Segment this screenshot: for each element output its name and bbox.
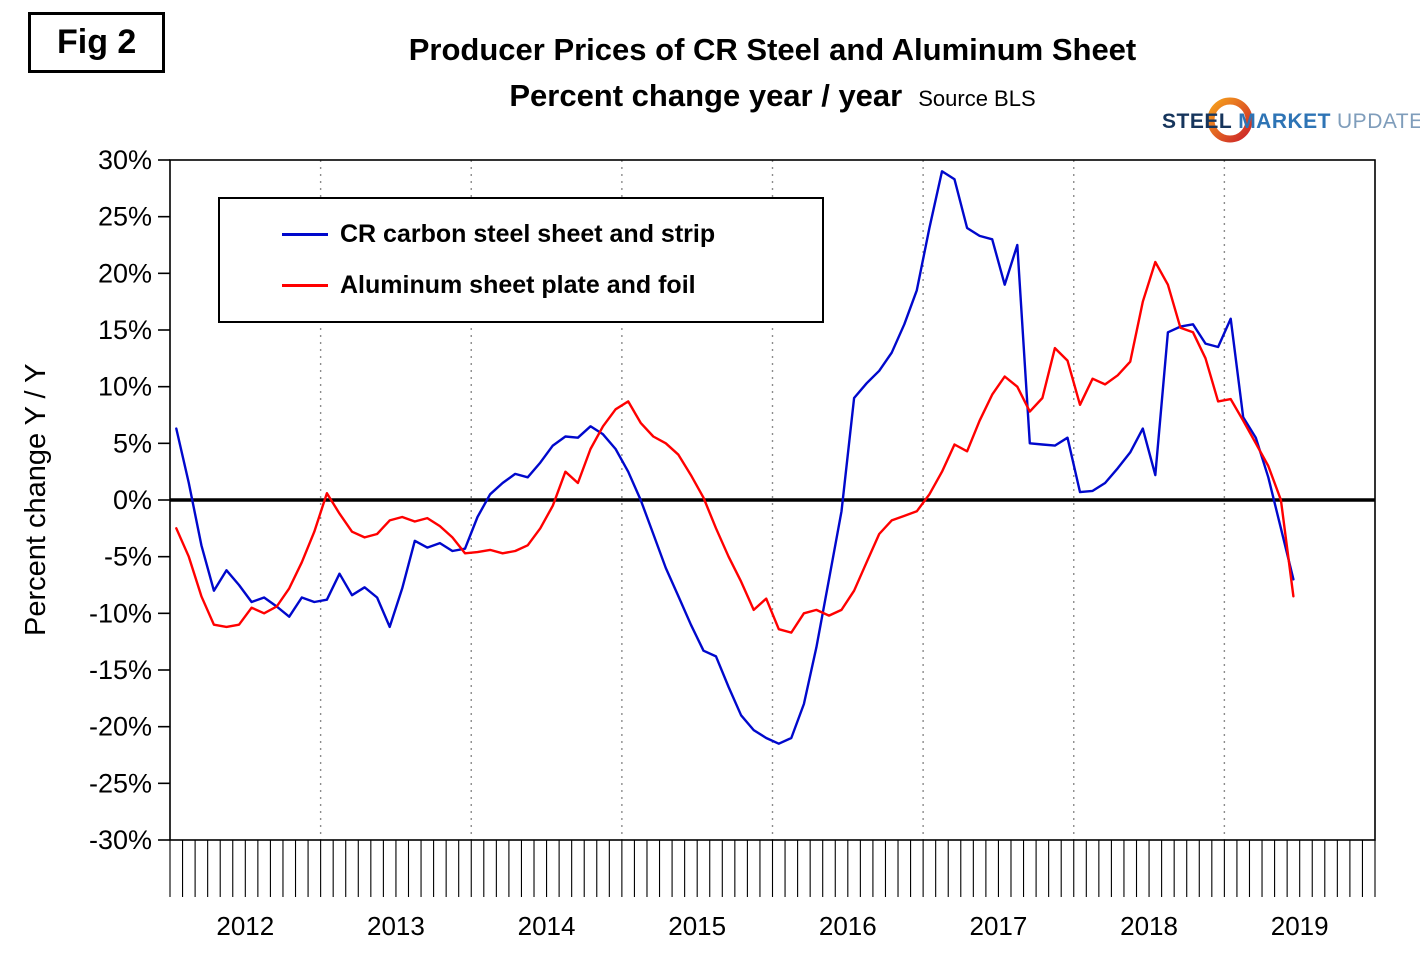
y-axis-title: Percent change Y / Y: [20, 363, 52, 637]
svg-text:-30%: -30%: [89, 825, 152, 855]
svg-text:2019: 2019: [1271, 911, 1329, 941]
steel-market-update-logo: STEEL MARKET UPDATE: [1162, 92, 1420, 150]
logo-text: STEEL MARKET UPDATE: [1162, 110, 1420, 134]
svg-text:2013: 2013: [367, 911, 425, 941]
svg-text:2012: 2012: [216, 911, 274, 941]
legend-swatch: [282, 233, 328, 237]
svg-text:10%: 10%: [98, 372, 152, 402]
figure-label: Fig 2: [28, 12, 166, 73]
legend-label: Aluminum sheet plate and foil: [340, 270, 696, 299]
svg-text:0%: 0%: [113, 485, 152, 515]
svg-text:2014: 2014: [518, 911, 576, 941]
svg-text:25%: 25%: [98, 202, 152, 232]
logo-word-steel: STEEL: [1162, 110, 1233, 133]
svg-text:2017: 2017: [970, 911, 1028, 941]
source-label: Source BLS: [918, 86, 1036, 111]
svg-text:30%: 30%: [98, 145, 152, 175]
legend-item-aluminum: Aluminum sheet plate and foil: [282, 271, 822, 300]
svg-text:-15%: -15%: [89, 655, 152, 685]
legend-swatch: [282, 283, 328, 287]
legend-label: CR carbon steel sheet and strip: [340, 220, 716, 249]
svg-text:2016: 2016: [819, 911, 877, 941]
chart-title: Producer Prices of CR Steel and Aluminum…: [408, 32, 1137, 67]
svg-text:-20%: -20%: [89, 712, 152, 742]
chart-subtitle: Percent change year / year: [509, 78, 903, 113]
svg-text:-10%: -10%: [89, 598, 152, 628]
legend-item-steel: CR carbon steel sheet and strip: [282, 220, 822, 249]
legend: CR carbon steel sheet and strip Aluminum…: [218, 197, 824, 323]
svg-text:2018: 2018: [1120, 911, 1178, 941]
svg-text:2015: 2015: [668, 911, 726, 941]
svg-text:20%: 20%: [98, 258, 152, 288]
svg-text:-25%: -25%: [89, 768, 152, 798]
logo-word-market: MARKET: [1238, 110, 1332, 133]
svg-text:15%: 15%: [98, 315, 152, 345]
svg-text:5%: 5%: [113, 428, 152, 458]
chart-subtitle-row: Percent change year / year Source BLS: [170, 78, 1375, 114]
logo-ring-icon: [1207, 97, 1253, 143]
svg-text:-5%: -5%: [104, 542, 152, 572]
logo-word-update: UPDATE: [1337, 110, 1420, 133]
